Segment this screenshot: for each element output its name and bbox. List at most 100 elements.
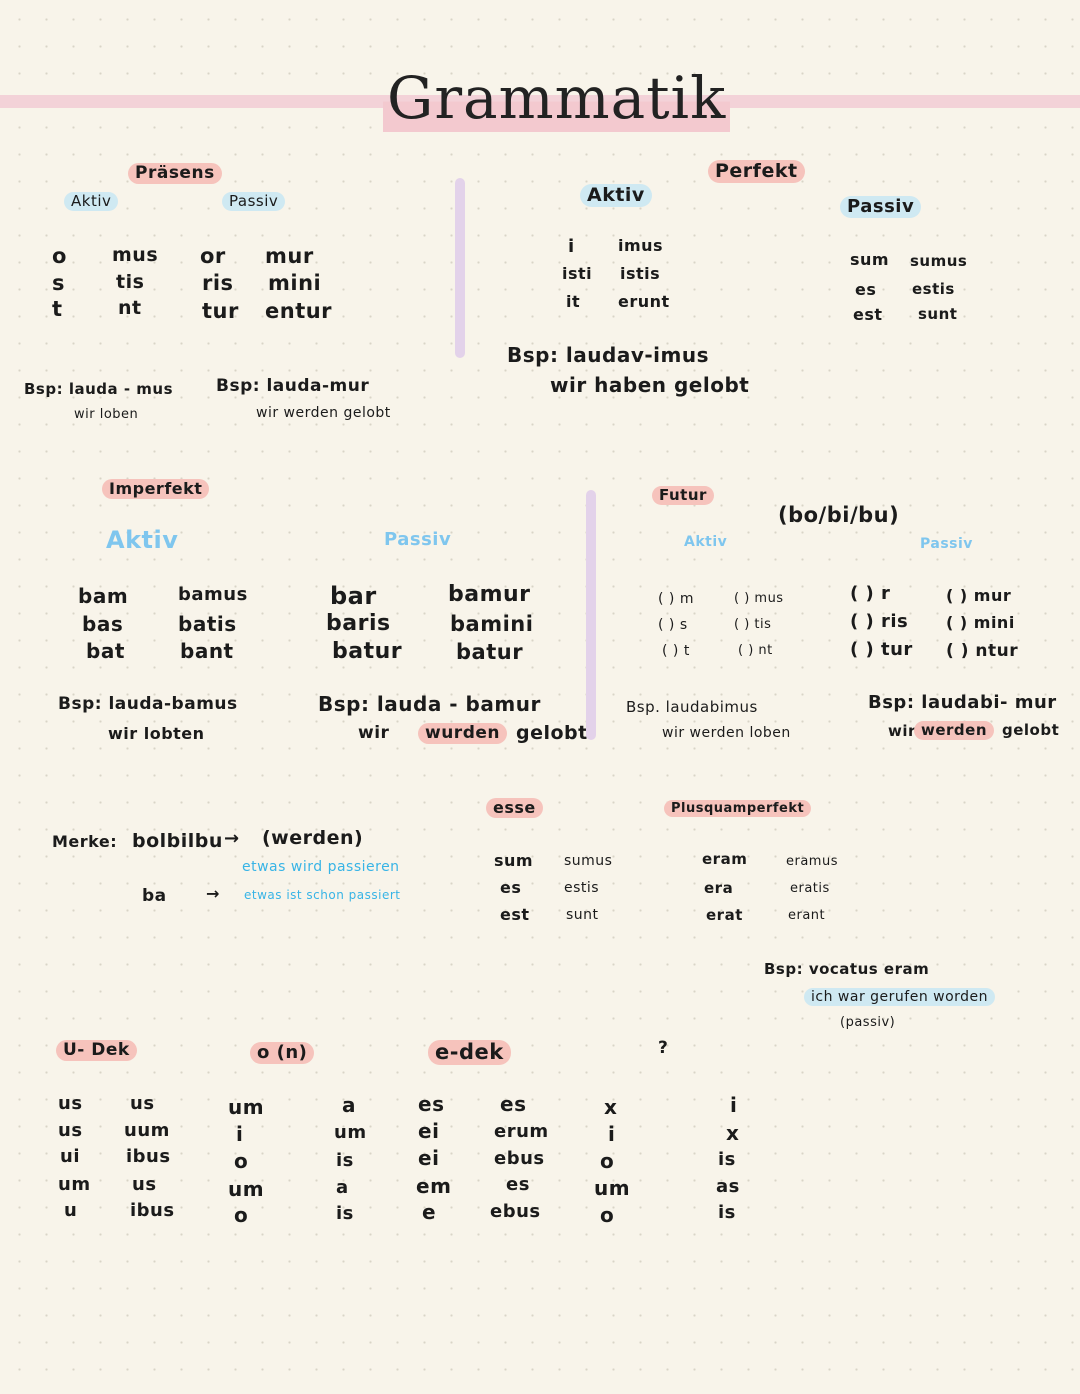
merke-line2-note: etwas ist schon passiert <box>244 888 401 902</box>
futur-bsp-aktiv-translation: wir werden loben <box>662 725 791 741</box>
imperfekt-bsp-passiv-tr-3: gelobt <box>516 722 588 744</box>
u-dek-sg-5: u <box>64 1200 78 1221</box>
praesens-bsp-aktiv: Bsp: lauda - mus <box>24 380 174 398</box>
praesens-bsp-passiv: Bsp: lauda-mur <box>216 376 370 396</box>
divider-bar-middle <box>586 490 596 740</box>
futur-bsp-passiv: Bsp: laudabi- mur <box>868 692 1057 713</box>
futur-aktiv-sg-3: ( ) t <box>662 643 690 659</box>
praesens-heading: Präsens <box>128 163 222 184</box>
plusquamperfekt-sg-3: erat <box>706 906 743 924</box>
e-dek-sg-2: ei <box>418 1119 440 1143</box>
perfekt-passiv-pl-3: sunt <box>918 305 958 323</box>
merke-label: Merke: <box>52 832 118 851</box>
e-dek-sg-1: es <box>418 1092 445 1116</box>
imperfekt-heading: Imperfekt <box>102 479 210 499</box>
imperfekt-bsp-aktiv-translation: wir lobten <box>108 724 205 743</box>
plusquamperfekt-pl-3: erant <box>788 908 826 923</box>
u-dek-sg-2: us <box>58 1120 83 1141</box>
q-dek-sg-2: i <box>608 1122 616 1146</box>
o-dek-sg-3: o <box>234 1149 249 1173</box>
o-dek-pl-1: a <box>342 1093 356 1117</box>
praesens-passiv-pl-1: mur <box>265 244 314 268</box>
perfekt-passiv-pl-1: sumus <box>910 252 968 270</box>
imperfekt-passiv-pl-3: batur <box>456 640 524 664</box>
imperfekt-passiv-sg-1: bar <box>330 582 377 610</box>
o-dek-pl-4: a <box>336 1177 349 1198</box>
praesens-aktiv-pl-2: tis <box>116 271 145 293</box>
praesens-aktiv-label: Aktiv <box>64 192 119 211</box>
praesens-aktiv-pl-1: mus <box>112 244 159 266</box>
perfekt-aktiv-pl-1: imus <box>618 236 664 255</box>
merke-line1-note: etwas wird passieren <box>242 859 400 875</box>
e-dek-pl-1: es <box>500 1092 527 1116</box>
praesens-passiv-sg-1: or <box>200 244 226 268</box>
futur-passiv-sg-2: ( ) ris <box>850 611 909 632</box>
perfekt-bsp: Bsp: laudav-imus <box>507 343 710 367</box>
o-dek-pl-5: is <box>336 1203 354 1224</box>
perfekt-aktiv-sg-1: i <box>568 236 575 257</box>
imperfekt-aktiv-pl-1: bamus <box>178 584 248 605</box>
imperfekt-passiv-label: Passiv <box>384 529 452 550</box>
imperfekt-passiv-sg-3: batur <box>332 639 403 664</box>
u-dek-sg-3: ui <box>60 1146 80 1167</box>
o-dek-sg-5: o <box>234 1203 249 1227</box>
perfekt-aktiv-pl-3: erunt <box>618 292 670 311</box>
e-dek-pl-4: es <box>506 1174 530 1195</box>
perfekt-aktiv-label: Aktiv <box>580 184 652 207</box>
page-title: Grammatik <box>383 64 731 132</box>
q-dek-sg-5: o <box>600 1203 615 1227</box>
e-dek-pl-5: ebus <box>490 1201 541 1222</box>
q-dek-pl-5: is <box>718 1202 736 1223</box>
futur-passiv-pl-3: ( ) ntur <box>946 641 1019 661</box>
imperfekt-bsp-passiv: Bsp: lauda - bamur <box>318 692 541 716</box>
futur-passiv-pl-1: ( ) mur <box>946 586 1012 605</box>
perfekt-aktiv-sg-2: isti <box>562 264 593 283</box>
praesens-aktiv-sg-3: t <box>52 297 63 321</box>
imperfekt-aktiv-sg-1: bam <box>78 584 129 608</box>
e-dek-sg-3: ei <box>418 1146 440 1170</box>
o-dek-sg-4: um <box>228 1177 265 1201</box>
perfekt-passiv-sg-1: sum <box>850 250 890 269</box>
praesens-bsp-aktiv-translation: wir loben <box>74 407 139 422</box>
perfekt-heading: Perfekt <box>708 160 805 183</box>
esse-sg-3: est <box>500 905 530 924</box>
merke-line2-left: ba <box>142 886 167 906</box>
e-dek-heading: e-dek <box>428 1040 511 1065</box>
q-dek-sg-3: o <box>600 1149 615 1173</box>
q-dek-sg-4: um <box>594 1176 631 1200</box>
futur-aktiv-pl-1: ( ) mus <box>734 591 784 606</box>
perfekt-passiv-label: Passiv <box>840 196 922 218</box>
futur-bsp-aktiv: Bsp. laudabimus <box>626 698 758 716</box>
divider-bar-top <box>455 178 465 358</box>
plusquamperfekt-sg-1: eram <box>702 850 748 868</box>
e-dek-sg-4: em <box>416 1174 452 1198</box>
esse-pl-3: sunt <box>566 907 599 923</box>
futur-aktiv-sg-1: ( ) m <box>658 591 694 607</box>
esse-sg-2: es <box>500 878 522 897</box>
praesens-bsp-passiv-translation: wir werden gelobt <box>256 405 391 421</box>
imperfekt-passiv-sg-2: baris <box>326 611 391 636</box>
merke-line1-right: (werden) <box>262 827 364 849</box>
q-dek-pl-2: x <box>726 1121 740 1145</box>
q-dek-sg-1: x <box>604 1095 618 1119</box>
o-dek-pl-2: um <box>334 1122 367 1143</box>
perfekt-aktiv-pl-2: istis <box>620 264 661 283</box>
perfekt-bsp-translation: wir haben gelobt <box>550 373 750 397</box>
u-dek-pl-3: ibus <box>126 1146 171 1167</box>
imperfekt-aktiv-label: Aktiv <box>106 526 179 554</box>
q-dek-pl-1: i <box>730 1093 738 1117</box>
o-dek-sg-2: i <box>236 1122 244 1146</box>
plusquamperfekt-pl-1: eramus <box>786 854 838 869</box>
perfekt-aktiv-sg-3: it <box>566 292 581 311</box>
esse-pl-2: estis <box>564 880 600 896</box>
praesens-passiv-sg-3: tur <box>202 299 239 323</box>
u-dek-pl-2: uum <box>124 1120 170 1141</box>
q-dek-pl-4: as <box>716 1176 740 1197</box>
merke-arrow-1: → <box>224 828 240 849</box>
futur-aktiv-pl-3: ( ) nt <box>738 643 773 658</box>
u-dek-sg-1: us <box>58 1093 83 1114</box>
esse-sg-1: sum <box>494 851 534 870</box>
imperfekt-aktiv-sg-2: bas <box>82 612 124 636</box>
q-dek-pl-3: is <box>718 1149 736 1170</box>
esse-heading: esse <box>486 798 543 818</box>
